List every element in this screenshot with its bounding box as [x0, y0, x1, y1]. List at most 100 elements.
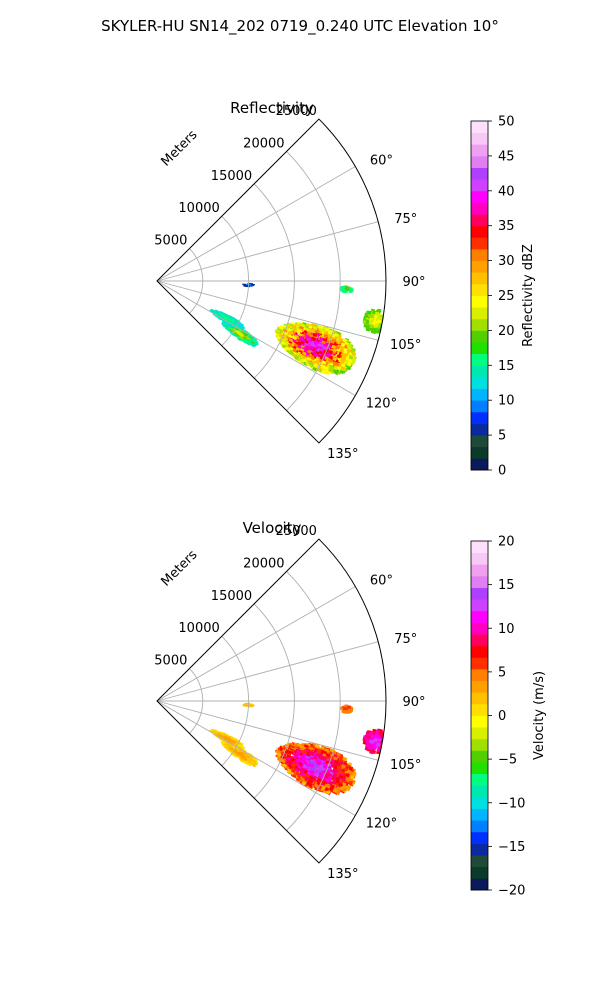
echo-cell: [232, 739, 237, 743]
echo-cell: [309, 756, 315, 761]
echo-cell: [225, 324, 230, 328]
echo-cell: [291, 769, 296, 774]
echo-cell: [335, 790, 341, 796]
echo-cell: [335, 776, 340, 781]
echo-cell: [289, 747, 295, 751]
echo-cell: [220, 315, 225, 319]
echo-cell: [340, 366, 346, 371]
colorbar-segment: [471, 214, 488, 227]
echo-cell: [335, 779, 341, 784]
echo-cell: [236, 335, 241, 339]
echo-cell: [375, 729, 380, 734]
echo-cell: [298, 761, 303, 766]
echo-cell: [379, 734, 384, 739]
echo-cell: [298, 764, 304, 769]
azimuth-tick-label: 60°: [370, 154, 393, 169]
echo-cell: [251, 759, 257, 763]
echo-cell: [304, 324, 310, 329]
echo-cell: [281, 759, 286, 764]
echo-cell: [342, 757, 347, 762]
echo-cell: [301, 781, 307, 786]
echo-cell: [308, 779, 314, 784]
echo-cell: [223, 313, 228, 317]
echo-cell: [332, 348, 338, 353]
azimuth-spoke: [156, 221, 379, 282]
echo-cell: [226, 741, 231, 745]
echo-cell: [369, 739, 375, 744]
echo-cell: [318, 778, 324, 783]
colorbar: 0 5 10 15 20 25 30 35 40 45 50 Reflectivity dBZ: [470, 115, 536, 479]
colorbar-segment: [471, 564, 488, 577]
colorbar-tick-label: −20: [498, 884, 525, 899]
colorbar-segment: [471, 330, 488, 343]
echo-cell: [308, 746, 313, 751]
echo-cell: [295, 347, 301, 352]
sector-frame: [155, 118, 387, 444]
echo-cell: [231, 753, 236, 757]
echo-cell: [233, 752, 238, 757]
echo-cell: [313, 360, 319, 365]
echo-cell: [340, 342, 346, 347]
colorbar-tick-label: 0: [498, 464, 506, 479]
colorbar-segment: [471, 610, 488, 623]
colorbar-segment: [471, 121, 488, 134]
echo-cell: [276, 754, 281, 758]
colorbar-segment: [471, 738, 488, 751]
echo-cell: [229, 743, 234, 747]
colorbar-segment: [471, 144, 488, 157]
colorbar: −20 −15 −10 −5 0 5 10 15 20 Velocity (m/s): [470, 535, 547, 899]
echo-cell: [291, 324, 296, 329]
echo-cell: [287, 343, 293, 348]
echo-cell: [328, 368, 334, 373]
echo-cell: [374, 323, 379, 328]
echo-cell: [307, 751, 313, 756]
echo-cell: [371, 327, 377, 332]
echo-cell: [346, 343, 352, 349]
echo-cell: [219, 310, 224, 314]
echo-cell: [335, 345, 340, 350]
colorbar-tick-label: 20: [498, 535, 515, 550]
colorbar-segment: [471, 225, 488, 238]
colorbar-segment: [471, 132, 488, 145]
echo-cell: [222, 739, 226, 743]
echo-cell: [239, 742, 244, 746]
echo-cell: [225, 321, 230, 326]
echo-cell: [247, 283, 251, 286]
colorbar-segment: [471, 831, 488, 844]
range-tick-label: 15000: [211, 169, 252, 184]
azimuth-spoke: [156, 641, 379, 702]
colorbar-tick-label: −10: [498, 796, 525, 811]
echo-cell: [318, 366, 324, 371]
colorbar-tick-label: 10: [498, 394, 515, 409]
echo-cell: [240, 333, 245, 338]
range-tick-label: 25000: [276, 104, 317, 119]
echo-cell: [277, 327, 282, 331]
colorbar-segment: [471, 272, 488, 285]
colorbar-segment: [471, 657, 488, 670]
echo-cell: [342, 338, 348, 343]
echo-cell: [245, 341, 250, 345]
echo-cell: [345, 776, 351, 781]
echo-cell: [230, 316, 235, 320]
reflectivity-panel: Reflectivity 5000 10000 15000 20000 25000 Mete…: [154, 99, 536, 479]
echo-cell: [211, 310, 216, 314]
echo-cell: [306, 356, 311, 361]
echo-cell: [215, 311, 220, 315]
echo-cell: [292, 336, 297, 340]
echo-cell: [304, 339, 309, 344]
echo-cell: [369, 732, 374, 736]
echo-cell: [367, 310, 372, 315]
echo-cell: [346, 362, 352, 367]
colorbar-segment: [471, 808, 488, 821]
colorbar-tick-label: 45: [498, 149, 515, 164]
echo-cell: [308, 775, 314, 780]
echo-cell: [243, 760, 248, 765]
echo-cell: [288, 330, 294, 334]
echo-cell: [235, 333, 240, 337]
colorbar-segment: [471, 692, 488, 705]
echo-cell: [291, 338, 297, 343]
colorbar-segment: [471, 680, 488, 693]
echo-cell: [309, 769, 315, 774]
echo-cell: [366, 324, 371, 329]
echo-cell: [335, 362, 340, 367]
